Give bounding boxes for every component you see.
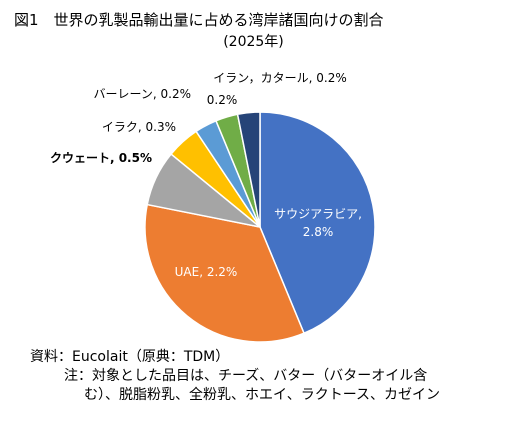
pie-slice-0 <box>259 111 376 335</box>
note-line-2: む）、脱脂粉乳、全粉乳、ホエイ、ラクトース、カゼイン <box>84 387 441 403</box>
chart-subtitle: (2025年) <box>223 34 284 50</box>
slice-label-5: 0.2% <box>207 93 238 107</box>
source-note: 資料：Eucolait（原典：TDM） <box>30 349 230 365</box>
pie-slice-6 <box>236 111 261 228</box>
slice-label-0: サウジアラビア, 2.8% <box>274 207 362 239</box>
slice-label-4: バーレーン, 0.2% <box>93 87 191 101</box>
note-line-1: 注：対象とした品目は、チーズ、バター（バターオイル含 <box>64 368 428 384</box>
slice-label-2: クウェート, 0.5% <box>50 151 152 165</box>
slice-label-6: イラン，カタール, 0.2% <box>213 71 347 85</box>
chart-title: 図1 世界の乳製品輸出量に占める湾岸諸国向けの割合 <box>14 11 384 29</box>
slice-label-1: UAE, 2.2% <box>175 265 238 279</box>
slice-label-3: イラク, 0.3% <box>102 120 176 134</box>
pie-slice-1 <box>144 203 305 343</box>
chart-notes: 資料：Eucolait（原典：TDM） 注：対象とした品目は、チーズ、バター（バ… <box>30 348 500 405</box>
